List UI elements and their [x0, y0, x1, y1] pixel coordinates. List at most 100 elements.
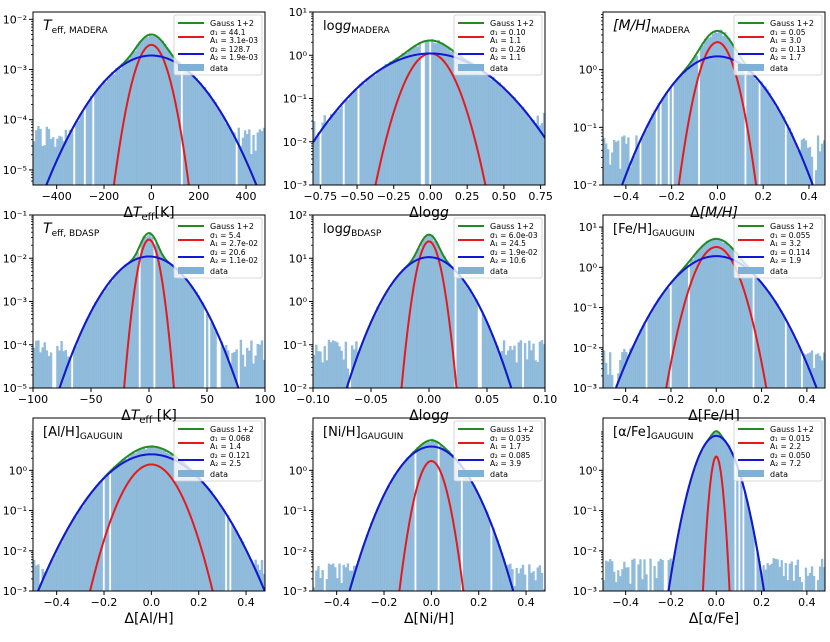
histogram-bar [681, 269, 685, 388]
histogram-bar [346, 99, 350, 185]
histogram-bar [754, 79, 757, 185]
histogram-bar [340, 105, 343, 185]
histogram-bar [56, 548, 59, 591]
histogram-bar [231, 523, 234, 591]
histogram-bar [617, 570, 620, 591]
histogram-bar [182, 277, 186, 388]
histogram-bar [488, 74, 491, 185]
histogram-bar [60, 341, 63, 388]
histogram-bar [711, 239, 715, 388]
histogram-bar [677, 530, 680, 591]
histogram-bar [336, 578, 339, 591]
histogram-bar [435, 241, 438, 388]
histogram-bar [382, 297, 386, 388]
histogram-bar [780, 310, 783, 388]
histogram-bar [607, 374, 610, 388]
histogram-bar [111, 72, 114, 185]
histogram-bar [380, 301, 383, 388]
histogram-bar [45, 350, 49, 388]
histogram-bar [237, 536, 240, 591]
histogram-bar [391, 284, 394, 388]
histogram-bar [197, 81, 200, 185]
histogram-bar [87, 100, 91, 185]
histogram-bar [56, 138, 59, 185]
histogram-bar [776, 559, 779, 591]
histogram-bar [104, 82, 108, 185]
histogram-bar [203, 484, 207, 591]
histogram-bar [170, 53, 173, 185]
histogram-bar [709, 434, 713, 591]
histogram-bar [635, 339, 638, 388]
histogram-bar [748, 511, 751, 591]
x-axis-label: Δ[Al/H] [124, 611, 173, 627]
x-tick-label: 0.4 [237, 596, 255, 609]
legend-g2-amp: A₂ = 7.2 [770, 459, 801, 468]
x-tick-label: 0.0 [708, 393, 726, 406]
histogram-bar [796, 150, 800, 185]
histogram-bar [250, 340, 253, 388]
histogram-bar [758, 561, 761, 591]
histogram-bar [355, 89, 358, 185]
histogram-bar [161, 450, 165, 591]
histogram-bar [810, 566, 814, 591]
histogram-bar [344, 98, 348, 185]
legend-data-label: data [490, 267, 508, 276]
histogram-bar [79, 333, 82, 388]
histogram-bar [386, 290, 390, 388]
histogram-bar [481, 71, 485, 185]
histogram-bar [473, 298, 476, 388]
histogram-bar [774, 106, 777, 185]
histogram-bar [397, 59, 400, 185]
histogram-bar [693, 54, 697, 185]
histogram-bar [416, 447, 419, 591]
histogram-bar [58, 135, 61, 185]
histogram-bar [707, 438, 711, 591]
histogram-bar [365, 534, 369, 591]
histogram-bar [260, 340, 264, 388]
histogram-bar [325, 123, 329, 185]
histogram-bar [199, 82, 203, 185]
histogram-bar [515, 101, 518, 185]
histogram-bar [155, 243, 158, 388]
histogram-bar [521, 106, 525, 185]
histogram-bar [762, 87, 765, 185]
histogram-bar [191, 72, 194, 185]
histogram-bar [121, 269, 124, 388]
histogram-bar [639, 329, 642, 388]
gauss-1-line [112, 43, 190, 185]
histogram-bar [477, 496, 480, 591]
histogram-bar [812, 575, 816, 591]
histogram-bar [119, 68, 122, 185]
legend-data-label: data [770, 470, 788, 479]
histogram-bar [216, 502, 219, 591]
histogram-bar [509, 563, 512, 591]
histogram-bar [681, 74, 685, 185]
histogram-bar [47, 129, 51, 185]
histogram-bar [500, 87, 504, 185]
histogram-bar [609, 164, 612, 185]
legend-g2-amp: A₂ = 10.6 [490, 256, 526, 265]
histogram-bar [127, 58, 131, 185]
legend-g1-amp: A₁ = 24.5 [490, 239, 526, 248]
histogram-bar [193, 472, 196, 591]
histogram-bar [471, 482, 474, 591]
histogram-bar [760, 575, 763, 591]
histogram-bar [317, 566, 320, 591]
histogram-bar [784, 562, 787, 591]
histogram-bar [820, 558, 824, 591]
histogram-bar [334, 111, 337, 185]
histogram-bar [661, 293, 664, 388]
histogram-bar [625, 143, 628, 185]
histogram-bar [342, 564, 345, 591]
histogram-bar [778, 310, 781, 388]
histogram-bar [611, 152, 614, 185]
histogram-bar [756, 550, 759, 591]
histogram-bar [161, 254, 165, 388]
histogram-bar [222, 509, 226, 591]
histogram-bar [523, 109, 527, 185]
histogram-bar [530, 119, 533, 185]
histogram-bar [462, 281, 466, 388]
histogram-bar [64, 531, 68, 591]
histogram-bar [683, 70, 687, 185]
histogram-bar [149, 232, 152, 388]
